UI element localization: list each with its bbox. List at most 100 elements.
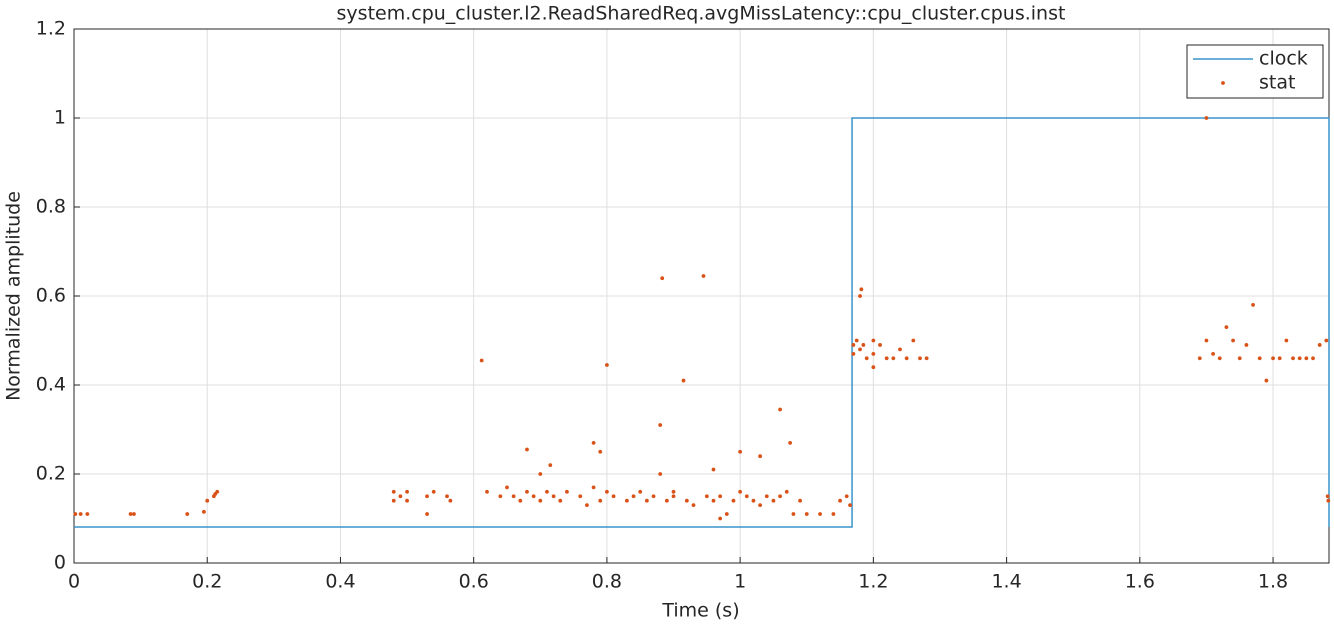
y-tick-label: 0.4: [36, 374, 66, 396]
stat-point: [831, 512, 836, 516]
stat-point: [784, 489, 789, 494]
y-tick-label: 1.2: [36, 18, 66, 40]
stat-point: [1237, 356, 1242, 361]
stat-point: [558, 498, 563, 503]
x-tick-label: 1.2: [858, 571, 888, 593]
stat-point: [904, 356, 909, 361]
stat-point: [1217, 356, 1222, 361]
stat-point: [485, 489, 489, 494]
stat-point: [818, 512, 822, 516]
stat-point: [1257, 356, 1262, 361]
stat-point: [391, 489, 396, 494]
stat-point: [671, 494, 676, 499]
stat-point: [738, 489, 743, 494]
stat-point: [548, 463, 553, 467]
stat-point: [638, 489, 643, 494]
stat-point: [1251, 303, 1255, 307]
stat-point: [671, 489, 676, 494]
stat-point: [505, 485, 509, 490]
y-tick-label: 0.2: [36, 463, 66, 485]
stat-point: [425, 494, 429, 499]
stat-point: [1297, 356, 1302, 361]
stat-point: [744, 494, 749, 499]
stat-point: [591, 440, 596, 445]
stat-point: [701, 274, 706, 278]
stat-point: [704, 494, 709, 499]
y-tick-label: 0: [54, 552, 66, 574]
stat-point: [731, 498, 736, 503]
stat-point: [751, 498, 756, 503]
stat-point: [684, 498, 689, 503]
stat-point: [531, 494, 536, 499]
stat-point: [1326, 498, 1331, 503]
stat-point: [859, 287, 864, 292]
stat-point: [525, 447, 529, 452]
stat-point: [1204, 116, 1209, 120]
stat-point: [798, 498, 802, 503]
stat-point: [711, 467, 716, 472]
stat-point: [844, 494, 849, 499]
stat-point: [565, 489, 569, 494]
clock-line: [74, 117, 1330, 528]
stat-point: [585, 503, 589, 508]
stat-point: [1277, 356, 1282, 361]
stat-point: [851, 343, 856, 347]
stat-point: [525, 489, 529, 494]
stat-point: [425, 512, 429, 516]
stat-point: [1324, 338, 1329, 343]
stat-point: [871, 338, 876, 343]
stat-point: [858, 347, 862, 352]
stat-point: [791, 512, 796, 516]
y-tick-label: 1: [54, 107, 66, 129]
y-axis-label: Normalized amplitude: [3, 191, 25, 401]
chart-title: system.cpu_cluster.l2.ReadSharedReq.avgM…: [337, 3, 1066, 25]
stat-point: [864, 356, 869, 361]
stat-point: [128, 512, 133, 516]
stat-point: [1291, 356, 1295, 361]
x-tick-label: 0.4: [325, 571, 355, 593]
stat-point: [132, 512, 136, 516]
stat-point: [611, 494, 616, 499]
stat-point: [545, 489, 549, 494]
stat-point: [691, 503, 696, 508]
stat-point: [644, 498, 649, 503]
stat-point: [1264, 378, 1269, 383]
stat-point: [718, 494, 723, 499]
stat-point: [85, 512, 90, 516]
x-tick-label: 1: [734, 571, 746, 593]
stat-point: [764, 494, 769, 499]
stat-point: [871, 351, 876, 356]
stat-point: [1204, 338, 1209, 343]
stat-point: [878, 343, 882, 347]
stat-point: [758, 503, 763, 508]
stat-point: [1317, 343, 1322, 347]
legend-box: [1186, 44, 1324, 99]
stat-point: [681, 378, 686, 383]
stat-point: [213, 492, 218, 496]
stat-point: [1271, 356, 1275, 361]
x-tick-label: 0.2: [192, 571, 222, 593]
stat-point: [918, 356, 922, 361]
stat-point: [660, 276, 665, 281]
stat-point: [518, 498, 523, 503]
stat-point: [848, 503, 852, 508]
stat-point: [185, 512, 190, 516]
x-tick-label: 0: [68, 571, 80, 593]
stat-point: [861, 343, 866, 347]
stat-point: [398, 494, 403, 499]
stat-point: [1311, 356, 1315, 361]
stat-point: [738, 449, 743, 454]
stat-point: [898, 347, 902, 352]
x-tick-label: 0.8: [592, 571, 622, 593]
stat-point: [1304, 356, 1309, 361]
stat-point: [78, 512, 83, 516]
stat-point: [664, 498, 669, 503]
stat-point: [788, 440, 792, 445]
stat-point: [924, 356, 929, 361]
stat-point: [405, 489, 409, 494]
x-tick-label: 1.4: [991, 571, 1021, 593]
x-axis-label: Time (s): [661, 600, 739, 622]
stat-point: [205, 498, 210, 503]
stat-point: [1197, 356, 1202, 361]
